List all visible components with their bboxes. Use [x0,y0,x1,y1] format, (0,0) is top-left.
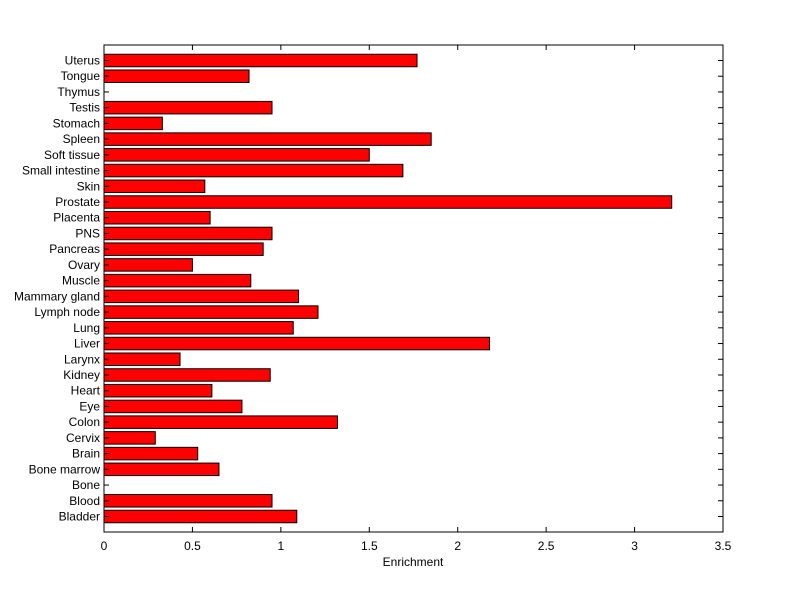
y-tick-label: Placenta [53,211,100,225]
bar-blood [103,494,273,508]
x-tick-label: 1.5 [361,539,378,553]
bar-pns [103,226,273,241]
y-tick-label: Lymph node [34,305,100,319]
bar-spleen [103,132,432,146]
bar-lymph-node [103,305,319,319]
y-tick-label: Muscle [62,274,100,288]
y-tick-label: Heart [71,384,101,398]
y-tick-label: Prostate [55,195,100,209]
bar-brain [103,446,199,461]
bar-bone-marrow [103,462,220,477]
y-tick-label: Stomach [53,116,100,130]
bar-pancreas [103,242,264,256]
bar-lung [103,321,294,335]
bar-small-intestine [103,163,404,178]
x-tick-label: 3 [631,539,638,553]
y-tick-label: Mammary gland [14,289,100,303]
bar-prostate [103,195,673,209]
bar-soft-tissue [103,148,370,162]
y-tick-label: Kidney [63,368,100,382]
y-tick-label: Testis [69,101,100,115]
x-tick-label: 2 [454,539,461,553]
bar-uterus [103,53,418,68]
y-tick-label: Liver [74,337,100,351]
y-tick-label: Bladder [59,510,100,524]
x-tick-label: 0.5 [184,539,201,553]
bar-testis [103,100,273,115]
bar-cervix [103,431,156,445]
bar-eye [103,399,243,414]
bar-muscle [103,273,252,288]
x-tick-label: 1 [278,539,285,553]
y-tick-label: Bone marrow [29,462,101,476]
bar-skin [103,179,206,194]
bar-stomach [103,116,163,131]
y-tick-label: Uterus [65,54,100,68]
y-tick-label: Pancreas [49,242,100,256]
bar-heart [103,383,213,398]
y-tick-label: Small intestine [22,164,100,178]
bar-ovary [103,258,193,272]
y-tick-label: Larynx [64,352,100,366]
bar-larynx [103,352,181,367]
bar-mammary-gland [103,289,300,304]
y-tick-label: Blood [69,494,100,508]
y-tick-label: Cervix [66,431,100,445]
y-tick-label: Spleen [63,132,100,146]
bar-colon [103,415,338,429]
y-tick-label: Skin [77,179,100,193]
plot-area [104,45,723,532]
x-tick-label: 3.5 [715,539,732,553]
y-tick-label: Tongue [61,69,101,83]
y-tick-label: Bone [72,478,100,492]
x-tick-label: 0 [101,539,108,553]
x-tick-label: 2.5 [538,539,555,553]
bar-liver [103,336,491,351]
y-tick-label: Brain [72,447,100,461]
y-tick-label: Eye [79,399,100,413]
y-tick-label: Lung [73,321,100,335]
y-tick-label: Colon [69,415,100,429]
bar-kidney [103,368,271,382]
bar-bladder [103,509,298,524]
y-tick-label: Soft tissue [44,148,100,162]
y-tick-label: Thymus [57,85,100,99]
y-tick-label: PNS [75,226,100,240]
bar-placenta [103,210,211,225]
x-axis-title: Enrichment [383,555,444,569]
plot-frame [103,44,724,533]
y-tick-label: Ovary [68,258,100,272]
bar-tongue [103,69,250,83]
